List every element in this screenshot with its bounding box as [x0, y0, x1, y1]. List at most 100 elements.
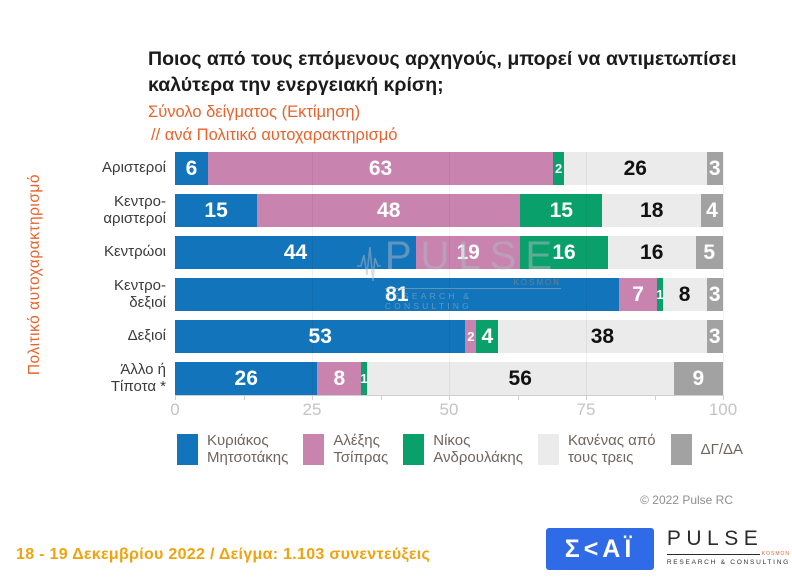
y-axis-title-text: Πολιτικό αυτοχαρακτηρισμό	[26, 173, 43, 376]
x-axis-labels: 0 25 50 75 100	[170, 400, 737, 422]
pulse-waveform-icon	[664, 546, 665, 548]
segment-value-label: 44	[283, 240, 308, 264]
bar-row-3: 81 7 1 8 3	[175, 278, 723, 311]
category-label-line: Δεξιοί	[127, 327, 166, 345]
chart-subtitle-breakdown: // ανά Πολιτικό αυτοχαρακτηρισμό	[151, 126, 398, 144]
legend-swatch	[303, 433, 325, 465]
segment-value-label: 9	[692, 366, 705, 390]
category-labels: Αριστεροί Κεντρο-αριστεροί Κεντρώοι Κεντρο-…	[52, 152, 166, 395]
bar-segment: 8	[317, 362, 362, 395]
legend-item-2: Νίκος Ανδρουλάκης	[403, 432, 523, 467]
axis-tick	[654, 395, 656, 400]
segment-value-label: 16	[552, 240, 576, 264]
gridline-75	[586, 152, 587, 395]
legend-label-line2: Μητσοτάκης	[206, 449, 289, 467]
bar-segment: 48	[257, 194, 521, 227]
segment-value-label: 2	[554, 161, 563, 176]
bar-segment: 16	[520, 236, 608, 269]
category-label-line: Κεντρο-	[114, 192, 166, 210]
segment-value-label: 8	[333, 366, 346, 390]
bar-segment: 15	[520, 194, 603, 227]
segment-value-label: 56	[508, 366, 532, 390]
legend-label-line2: Ανδρουλάκης	[433, 449, 523, 467]
pulse-logo-rule: KOSMON	[666, 551, 790, 557]
bar-row-5: 26 8 1 56 9	[175, 362, 723, 395]
bar-segment: 26	[175, 362, 318, 395]
category-label-1: Κεντρο-αριστεροί	[52, 192, 166, 227]
skai-logo: Σ<ΑΪ	[546, 528, 654, 570]
gridline-50	[449, 152, 450, 395]
copyright-note: © 2022 Pulse RC	[640, 493, 733, 507]
bar-segment: 44	[175, 236, 417, 269]
pulse-logo: PULSE KOSMON RESEARCH & CONSULTING	[664, 525, 790, 569]
legend-label: Κυριάκος Μητσοτάκης	[207, 432, 288, 467]
bar-segment: 4	[476, 320, 499, 353]
segment-value-label: 48	[377, 198, 401, 222]
bar-segment: 8	[662, 278, 707, 311]
axis-tick	[175, 395, 176, 400]
chart-title: Ποιος από τους επόμενους αρχηγούς, μπορε…	[148, 48, 737, 96]
gridline-100	[723, 152, 724, 395]
x-axis-label-0: 0	[170, 400, 180, 419]
bar-row-0: 6 63 2 26 3	[175, 152, 723, 185]
segment-value-label: 8	[678, 282, 691, 306]
bar-segment: 2	[465, 320, 477, 353]
legend-item-3: Κανένας από τους τρεις	[537, 432, 656, 467]
segment-value-label: 3	[708, 324, 721, 348]
bar-segment: 6	[175, 152, 208, 185]
legend-label: Κανένας από τους τρεις	[568, 432, 656, 467]
bar-segment: 2	[553, 152, 565, 185]
x-axis-label-100: 100	[708, 400, 738, 419]
bar-segment: 53	[175, 320, 466, 353]
axis-tick	[243, 395, 245, 400]
bar-segment: 38	[498, 320, 707, 353]
segment-value-label: 3	[708, 282, 721, 306]
chart-subtitle-sample: Σύνολο δείγματος (Εκτίμηση)	[148, 103, 361, 121]
axis-tick	[380, 395, 382, 400]
category-label-line: Άλλο ή	[120, 360, 166, 378]
segment-value-label: 63	[368, 156, 393, 180]
legend-swatch	[670, 433, 692, 465]
category-label-3: Κεντρο-δεξιοί	[52, 276, 166, 311]
pulse-logo-tag: KOSMON	[761, 551, 790, 557]
legend-item-0: Κυριάκος Μητσοτάκης	[176, 432, 288, 467]
legend-label-line1: Κυριάκος	[206, 432, 269, 449]
axis-tick	[312, 395, 313, 400]
pulse-logo-brand: PULSE	[666, 527, 764, 550]
bar-segment: 1	[360, 362, 368, 395]
category-label-2: Κεντρώοι	[52, 236, 166, 269]
legend-swatch	[176, 433, 198, 465]
category-label-line: δεξιοί	[129, 293, 166, 311]
bar-row-4: 53 2 4 38 3	[175, 320, 723, 353]
segment-value-label: 4	[481, 324, 494, 348]
bar-segment: 16	[607, 236, 696, 269]
axis-tick	[586, 395, 587, 400]
category-label-line: Τίποτα *	[110, 377, 166, 395]
legend-label: Νίκος Ανδρουλάκης	[433, 432, 523, 467]
pulse-logo-subtitle: RESEARCH & CONSULTING	[666, 559, 790, 566]
bar-segment: 3	[706, 320, 723, 353]
legend-label-line1: Κανένας από	[567, 432, 656, 449]
category-label-line: Κεντρο-	[114, 276, 166, 294]
bar-segment: 15	[175, 194, 258, 227]
legend-label-line1: ΔΓ/ΔΑ	[700, 440, 744, 458]
x-axis-label-75: 75	[576, 400, 596, 419]
bar-segment: 26	[564, 152, 707, 185]
bar-segment: 18	[602, 194, 702, 227]
bar-segment: 3	[706, 152, 723, 185]
plot-area: 6 63 2 26 3 15 48 15 18 4 44 19 16 16 5 81 7 1 8 3 53 2 4 38 3 26…	[175, 152, 724, 400]
footer-date-sample: 18 - 19 Δεκεμβρίου 2022 / Δείγμα: 1.103 …	[16, 546, 431, 563]
segment-value-label: 26	[623, 156, 647, 180]
bar-segment: 7	[618, 278, 658, 311]
segment-value-label: 53	[308, 324, 332, 348]
legend-label-line1: Αλέξης	[333, 432, 380, 449]
bar-segment: 3	[706, 278, 723, 311]
category-label-line: Αριστεροί	[102, 159, 166, 177]
bar-segment: 1	[656, 278, 664, 311]
legend-swatch	[537, 433, 559, 465]
segment-value-label: 6	[185, 156, 198, 180]
segment-value-label: 1	[360, 371, 368, 386]
bar-segment: 81	[175, 278, 619, 311]
axis-tick	[449, 395, 450, 400]
legend-label: ΔΓ/ΔΑ	[701, 441, 743, 458]
